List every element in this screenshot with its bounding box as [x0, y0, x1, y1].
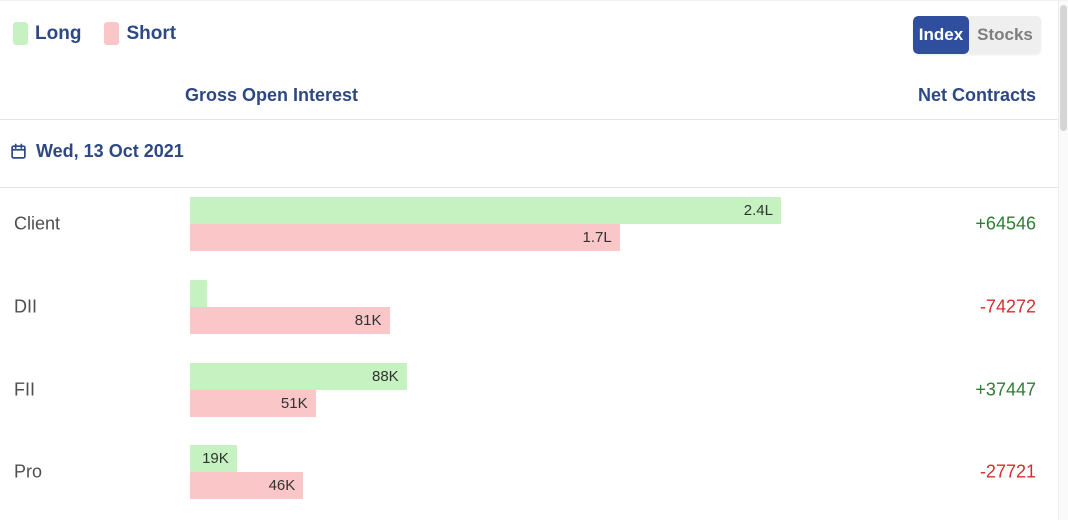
long-bar[interactable]: 2.4L	[190, 197, 781, 224]
row-label: FII	[14, 379, 35, 400]
chart-row: DII 81K -74272	[0, 280, 1068, 334]
row-label: DII	[14, 296, 38, 317]
chart-row: FII 88K 51K +37447	[0, 363, 1068, 417]
long-legend-label: Long	[35, 22, 82, 44]
chart-row: Pro 19K 46K -27721	[0, 445, 1068, 499]
long-bar-value: 2.4L	[743, 202, 773, 219]
short-bar[interactable]: 1.7L	[190, 224, 620, 251]
date-label: Wed, 13 Oct 2021	[36, 141, 184, 161]
gross-open-interest-header: Gross Open Interest	[185, 85, 359, 105]
date-divider	[0, 187, 1058, 188]
header-divider	[0, 119, 1058, 120]
net-contracts-value: -27721	[979, 461, 1036, 482]
date-selector[interactable]: Wed, 13 Oct 2021	[10, 141, 184, 162]
short-bar-value: 51K	[280, 395, 308, 412]
scrollbar-thumb[interactable]	[1060, 5, 1067, 131]
long-bar[interactable]: 19K	[190, 445, 237, 472]
bar-group: 2.4L 1.7L	[190, 197, 781, 251]
long-bar[interactable]: 88K	[190, 363, 407, 390]
short-legend-label: Short	[126, 22, 177, 44]
calendar-icon	[11, 143, 26, 159]
bar-group: 81K	[190, 280, 390, 334]
bar-group: 88K 51K	[190, 363, 407, 417]
net-contracts-value: +64546	[975, 213, 1036, 234]
chart-row: Client 2.4L 1.7L +64546	[0, 197, 1068, 251]
short-bar-value: 46K	[268, 477, 296, 494]
index-tab[interactable]: Index	[913, 16, 969, 54]
short-bar[interactable]: 46K	[190, 472, 304, 499]
scrollbar[interactable]	[1058, 1, 1068, 520]
long-bar[interactable]	[190, 280, 207, 307]
stocks-tab[interactable]: Stocks	[969, 16, 1041, 54]
short-bar[interactable]: 51K	[190, 390, 316, 417]
row-label: Pro	[14, 461, 43, 482]
short-bar[interactable]: 81K	[190, 307, 390, 334]
long-bar-value: 19K	[202, 450, 229, 467]
index-stocks-toggle: Index Stocks	[913, 16, 1041, 54]
bar-group: 19K 46K	[190, 445, 304, 499]
net-contracts-value: +37447	[975, 379, 1036, 400]
chart-legend: Long Short	[13, 22, 176, 45]
row-label: Client	[14, 213, 61, 234]
short-bar-value: 81K	[354, 312, 382, 329]
short-legend-swatch	[104, 22, 120, 45]
long-legend-swatch	[13, 22, 28, 45]
short-bar-value: 1.7L	[582, 229, 612, 246]
net-contracts-value: -74272	[979, 296, 1036, 317]
net-contracts-header: Net Contracts	[917, 85, 1036, 105]
long-bar-value: 88K	[371, 368, 399, 385]
